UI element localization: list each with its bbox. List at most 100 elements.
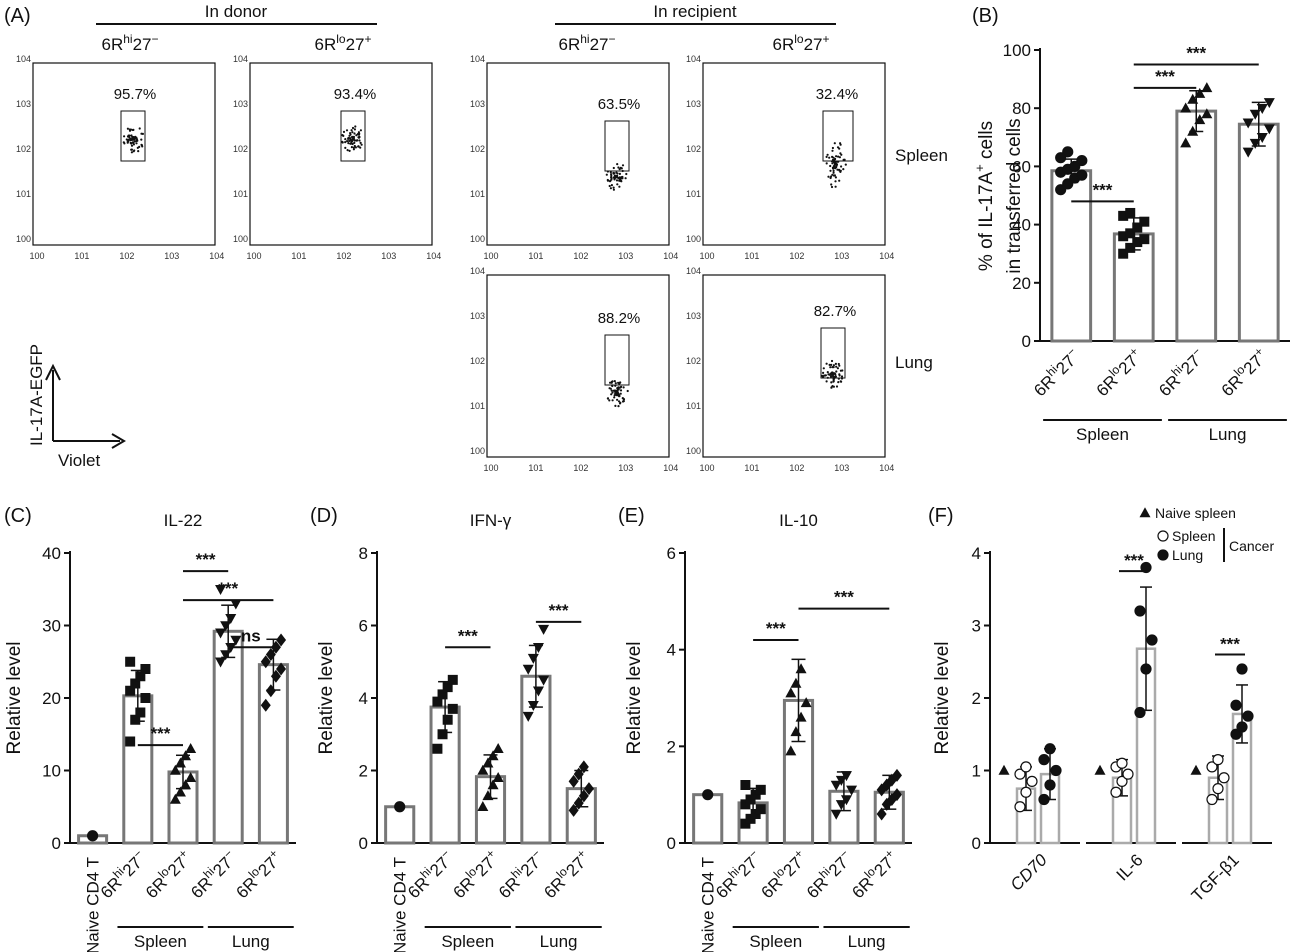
flow-event-dot: [615, 394, 618, 397]
flow-event-dot: [838, 364, 841, 367]
data-point: [1139, 234, 1150, 245]
flow-y-tick: 101: [686, 401, 701, 411]
legend-spleen-marker: [1157, 530, 1169, 542]
data-point: [527, 653, 539, 664]
data-point: [1014, 768, 1026, 780]
significance-label: ***: [218, 579, 238, 598]
data-point: [442, 682, 453, 693]
data-point: [702, 789, 714, 801]
flow-y-tick: 103: [470, 99, 485, 109]
flow-event-dot: [133, 149, 136, 152]
flow-event-dot: [140, 138, 143, 141]
flow-event-dot: [825, 362, 828, 365]
naive-point: [1190, 764, 1202, 775]
data-point: [785, 745, 797, 756]
flow-event-dot: [135, 142, 138, 145]
y-axis-label: Relative level: [932, 642, 953, 755]
flow-event-dot: [354, 125, 357, 128]
flow-event-dot: [606, 170, 610, 173]
flow-event-dot: [831, 146, 835, 150]
legend-lung-label: Lung: [1172, 547, 1203, 563]
flow-event-dot: [840, 165, 843, 168]
flow-event-dot: [833, 174, 836, 177]
flow-y-tick: 102: [686, 356, 701, 366]
flow-event-dot: [352, 137, 355, 140]
flow-event-dot: [608, 180, 612, 183]
data-point: [437, 689, 448, 700]
flow-event-dot: [358, 139, 361, 142]
flow-x-tick: 104: [879, 251, 894, 261]
flow-event-dot: [843, 158, 846, 161]
flow-event-dot: [620, 167, 623, 170]
flow-event-dot: [621, 177, 624, 180]
flow-x-tick: 101: [744, 251, 759, 261]
significance-label: ***: [1124, 551, 1144, 570]
data-point: [1263, 124, 1275, 135]
x-category-label: 6Rlo27+: [846, 846, 902, 902]
flow-event-dot: [346, 140, 349, 143]
data-point: [1044, 743, 1056, 755]
data-point: [215, 585, 227, 595]
flow-event-dot: [837, 377, 840, 380]
y-axis-label: Relative level: [4, 642, 25, 755]
data-point: [169, 764, 181, 775]
flow-event-dot: [128, 136, 131, 139]
flow-event-dot: [609, 187, 613, 190]
panel-letter-b: (B): [972, 5, 999, 27]
data-point: [125, 656, 136, 667]
flow-event-dot: [832, 364, 836, 367]
flow-event-dot: [829, 375, 833, 378]
y-tick-label: 0: [972, 834, 981, 853]
x-category-label: 6Rhi27−: [185, 846, 241, 902]
flow-gate: [340, 110, 366, 162]
data-point: [1242, 710, 1254, 722]
flow-plot-spleen-hi: 100 100 101 101 102 102 103 103 104 104 63.5%: [470, 54, 678, 261]
flow-event-dot: [822, 367, 825, 370]
flow-event-dot: [618, 172, 622, 175]
data-point: [477, 801, 489, 811]
flow-event-dot: [610, 389, 613, 392]
flow-event-dot: [822, 371, 825, 374]
flow-event-dot: [619, 389, 623, 392]
flow-event-dot: [618, 386, 621, 389]
y-tick-label: 20: [1012, 274, 1031, 293]
y-tick-label: 6: [359, 617, 368, 636]
chart-title: IL-22: [164, 511, 203, 530]
flow-x-tick: 103: [834, 251, 849, 261]
flow-event-dot: [353, 141, 356, 144]
data-point: [437, 729, 448, 740]
flow-event-dot: [832, 385, 836, 388]
data-point: [532, 643, 544, 653]
row-label-spleen: Spleen: [895, 146, 948, 165]
group-label: Spleen: [1076, 425, 1129, 444]
flow-x-tick: 100: [699, 463, 714, 473]
flow-gate-percent: 93.4%: [334, 86, 377, 103]
flow-event-dot: [839, 143, 842, 146]
legend-spleen-label: Spleen: [1172, 528, 1216, 544]
flow-y-tick: 101: [233, 189, 248, 199]
flow-event-dot: [129, 128, 133, 131]
significance-label: ***: [834, 588, 854, 607]
flow-x-tick: 101: [528, 463, 543, 473]
data-point: [583, 782, 594, 796]
flow-event-dot: [132, 142, 135, 145]
flow-event-dot: [342, 130, 346, 133]
flow-event-dot: [608, 399, 611, 402]
x-category-label: 6Rlo27+: [755, 846, 811, 902]
panel-a-flow-plots: In donor In recipient 6Rhi27− 6Rlo27+ 6R…: [16, 2, 948, 473]
data-point: [1110, 786, 1122, 798]
flow-event-dot: [357, 131, 360, 134]
gene-label: TGF-β1: [1188, 850, 1243, 905]
flow-event-dot: [836, 168, 839, 171]
data-point: [891, 768, 902, 782]
flow-y-tick: 102: [233, 144, 248, 154]
flow-event-dot: [834, 180, 837, 183]
flow-event-dot: [609, 387, 612, 390]
group-label: Lung: [232, 932, 270, 951]
data-point: [840, 795, 852, 806]
y-tick-label: 3: [972, 617, 981, 636]
flow-event-dot: [609, 171, 612, 174]
x-category-label: 6Rhi27−: [710, 846, 766, 902]
flow-plot-lung-lo: 100 100 101 101 102 102 103 103 104 104 82.7%: [686, 266, 894, 473]
